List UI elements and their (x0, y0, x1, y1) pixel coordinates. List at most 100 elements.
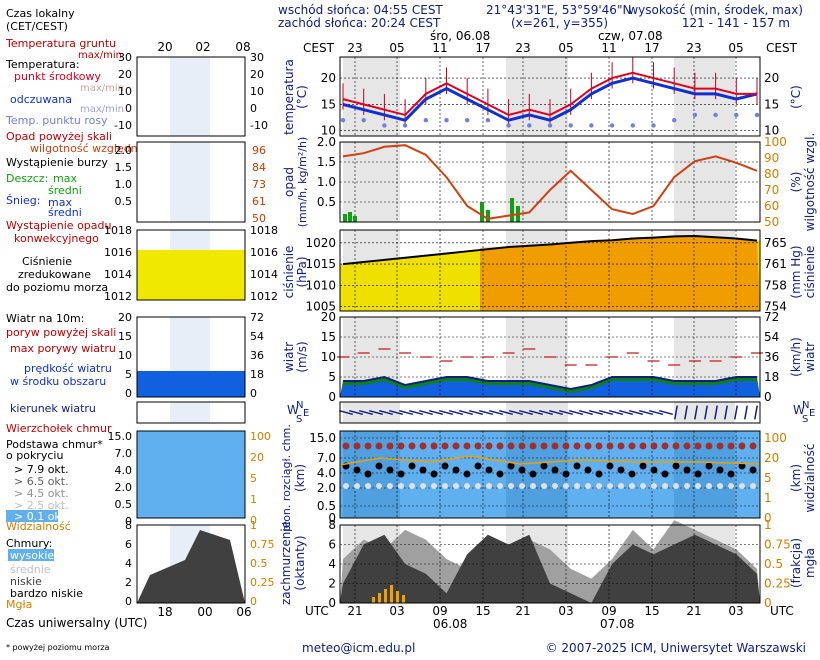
legend-conv: Wystąpienie opadu (6, 219, 111, 232)
cloud-base-dot (573, 462, 581, 470)
wind-dir-arrow (659, 409, 673, 416)
altitude-values: 121 - 141 - 157 m (682, 16, 790, 30)
dew-point (651, 123, 656, 128)
cloud-base-dot (628, 470, 636, 478)
cb-night (506, 431, 568, 518)
bottom-hour-label: 03 (389, 604, 404, 618)
legend-cl-tick: 6 (125, 538, 132, 551)
legend-cloud-base-2: o pokryciu (6, 449, 63, 462)
rain-bar (348, 212, 352, 222)
cloud-base-dot-light (662, 483, 668, 489)
legend-fog: Mgła (6, 598, 32, 611)
cloud-base-dot (617, 466, 625, 474)
footer-copyright: © 2007-2025 ICM, Uniwersytet Warszawski (546, 641, 806, 655)
cloud-base-dot-light (541, 483, 547, 489)
top-hour-label: 17 (644, 41, 659, 55)
wind-tick-kmh: 0 (764, 390, 772, 404)
wind-dir-arrow (609, 409, 623, 416)
legend-press-fill (137, 250, 245, 300)
legend-okt3: > 4.5 okt. (14, 487, 69, 500)
bottom-hour-label: 15 (644, 604, 659, 618)
wind-dir-arrow (389, 409, 403, 416)
legend-cl-vlow: bardzo niskie (10, 587, 83, 600)
wind-dir-arrow (639, 409, 653, 416)
cloud-base-dot-light (651, 483, 657, 489)
legend-wind-tick: 5 (125, 368, 132, 381)
hum-tick: 100 (764, 135, 787, 149)
cloud-base-dot (584, 466, 592, 474)
cb-tick: 0 (328, 511, 336, 525)
fog-bar (378, 593, 381, 603)
legend-wind-tick-kmh: 18 (250, 368, 264, 381)
dew-point (568, 123, 573, 128)
cloud-base-dot (529, 470, 537, 478)
dew-point (423, 118, 428, 123)
panel-frame (339, 56, 761, 137)
temp-unit: (°C) (295, 85, 309, 109)
fog-ylabel: mgła (803, 548, 817, 578)
compass-n-right: N (802, 400, 809, 411)
cloud-base-dot (606, 462, 614, 470)
legend-column: Czas lokalny (CET/CEST) 20 02 08 Tempera… (5, 7, 252, 652)
press-tick: 1010 (305, 278, 336, 292)
legend-temp-tick-right: 30 (250, 51, 264, 64)
legend-press-tick-right: 1016 (250, 246, 278, 259)
legend-felt: odczuwana (10, 93, 72, 106)
cloud-top-dot (529, 442, 537, 450)
dew-point (444, 118, 449, 123)
legend-cl-plot (136, 524, 246, 604)
legend-wind-tick: 15 (118, 330, 132, 343)
cloud-base-dot-light (420, 483, 426, 489)
bottom-hour-label: 21 (515, 604, 530, 618)
dew-point (734, 112, 739, 118)
fog-bar (396, 591, 399, 603)
legend-fog-tick: 1 (250, 519, 257, 532)
legend-press-tick: 1014 (104, 268, 132, 281)
legend-precip-above: Opad powyżej skali (6, 130, 112, 143)
legend-wind-area: w środku obszaru (10, 375, 106, 388)
cloud-base-dot (430, 470, 438, 478)
cloud-top-dot (353, 442, 361, 450)
legend-press: Ciśnienie (22, 255, 72, 268)
cloud-base-dot-light (552, 483, 558, 489)
press-tick: 1020 (305, 236, 336, 250)
temp-tick-left: 15 (321, 97, 336, 111)
cloud-top-dot (342, 442, 350, 450)
legend-clouds: Chmury: (6, 537, 52, 550)
legend-cl-tick: 2 (125, 576, 132, 589)
cloud-base-dot (540, 462, 548, 470)
cloud-base-dot (683, 466, 691, 474)
cl-ylabel: zachmurzenie (279, 521, 293, 605)
legend-cb-tick: 4.0 (115, 464, 133, 477)
cloud-top-dot (496, 442, 504, 450)
top-hour-label: 23 (347, 41, 362, 55)
legend-cl-high: wysokie (10, 549, 54, 562)
legend-night (170, 402, 210, 423)
dew-point (402, 123, 408, 128)
top-hour-label: 05 (728, 41, 743, 55)
legend-cb-tick: 0.5 (115, 498, 133, 511)
wind-dir-arrow (469, 409, 483, 416)
legend-top-tick-0: 20 (157, 40, 172, 54)
legend-wind-tick: 10 (118, 349, 132, 362)
footer-email[interactable]: meteo@icm.edu.pl (302, 641, 415, 655)
wind-dir-arrow (349, 409, 363, 416)
cloud-base-dot-light (673, 483, 679, 489)
legend-okt1: > 7.9 okt. (14, 463, 69, 476)
fog-unit: (frakcja) (789, 538, 803, 588)
legend-press-sub1: zredukowane (18, 268, 91, 281)
wind-dir-arrow (589, 409, 603, 416)
cloud-base-dot (518, 466, 526, 474)
legend-temp-ground: Temperatura gruntu (5, 37, 116, 50)
cloud-base-dot-light (486, 483, 492, 489)
wind-dir-arrow (499, 409, 513, 416)
pressure-high-fill (480, 235, 760, 311)
cloud-top-dot (606, 442, 614, 450)
legend-temp-tick-right: 20 (250, 68, 264, 81)
legend-snow-max: max (48, 196, 72, 209)
compass-e-right: E (809, 408, 815, 419)
legend-plot-frame (136, 430, 246, 519)
legend-cb-plot (136, 430, 246, 519)
pressure-line (342, 234, 758, 266)
legend-humidity: wilgotność względna (30, 142, 144, 155)
